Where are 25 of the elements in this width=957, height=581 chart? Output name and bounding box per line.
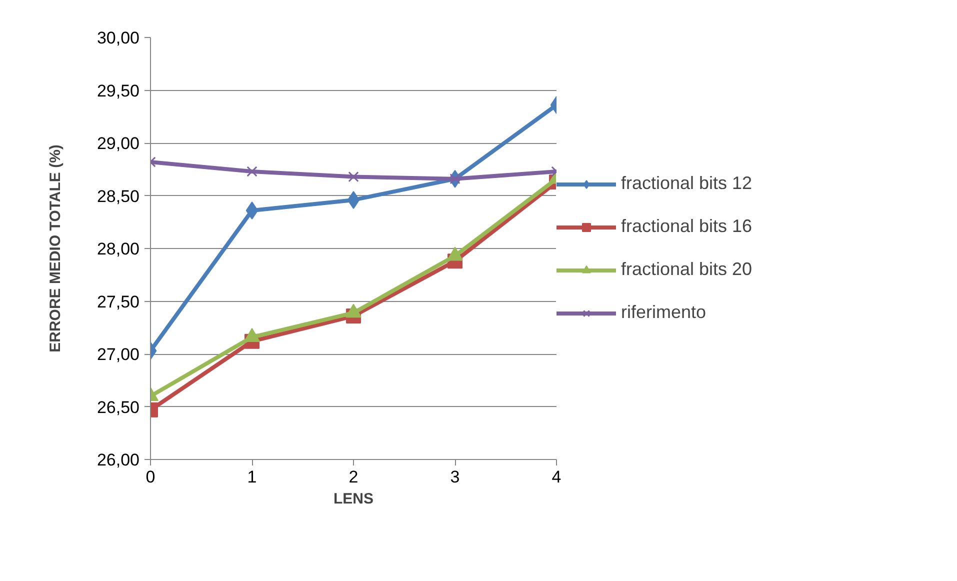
legend-label: riferimento — [621, 302, 706, 323]
point — [246, 202, 258, 220]
x-tick-label: 1 — [247, 468, 257, 486]
y-tick-label: 30,00 — [96, 28, 140, 48]
y-tick-label: 28,50 — [96, 186, 140, 206]
y-axis-title: ERRORE MEDIO TOTALE (%) — [46, 144, 64, 352]
x-axis-title: LENS — [334, 490, 374, 508]
x-tick-label: 2 — [348, 468, 358, 486]
point — [348, 171, 359, 182]
y-tick-label: 27,00 — [96, 345, 140, 364]
point — [347, 190, 360, 209]
legend-label: fractional bits 12 — [621, 173, 752, 194]
y-tick-label: 26,50 — [96, 398, 140, 417]
point — [450, 174, 460, 184]
x-tick-label: 3 — [450, 468, 460, 486]
legend-label: fractional bits 20 — [621, 259, 752, 280]
y-tick-label: 28,00 — [96, 240, 140, 258]
x-tick-label: 4 — [552, 468, 562, 486]
y-tick-label: 26,00 — [96, 450, 140, 470]
y-tick-label: 27,50 — [96, 292, 140, 312]
x-tick-label: 0 — [146, 468, 156, 486]
point — [246, 166, 258, 177]
y-tick-label: 29,50 — [96, 81, 140, 100]
y-tick-label: 29,00 — [96, 134, 140, 153]
legend-label: fractional bits 16 — [621, 216, 752, 237]
